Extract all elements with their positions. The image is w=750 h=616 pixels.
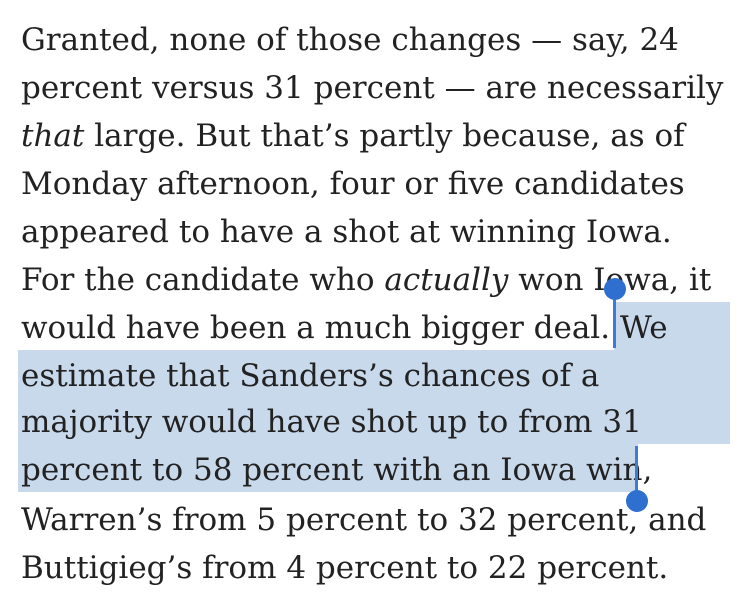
selection-end-handle[interactable] xyxy=(626,490,648,512)
selection-highlight-line-7 xyxy=(614,302,730,350)
paragraph-line: For the candidate who actually won Iowa,… xyxy=(21,262,712,298)
paragraph-line: Buttigieg’s from 4 percent to 22 percent… xyxy=(21,550,669,586)
emphasis-actually: actually xyxy=(384,262,509,298)
selection-start-caret xyxy=(613,290,616,348)
selected-text-start[interactable]: We xyxy=(619,310,668,346)
selection-highlight-line-9 xyxy=(18,398,730,444)
paragraph-line: Granted, none of those changes — say, 24 xyxy=(21,22,679,58)
selection-start-handle[interactable] xyxy=(604,278,626,300)
selected-text-line[interactable]: percent to 58 percent with an Iowa win, xyxy=(21,452,653,488)
paragraph-line: would have been a much bigger deal. We xyxy=(21,310,668,346)
selection-highlight-line-10 xyxy=(18,444,638,492)
selected-text-line[interactable]: estimate that Sanders’s chances of a xyxy=(21,358,600,394)
emphasis-that: that xyxy=(21,118,85,154)
paragraph-line: percent versus 31 percent — are necessar… xyxy=(21,70,724,106)
selected-text-line[interactable]: majority would have shot up to from 31 xyxy=(21,404,642,440)
paragraph-line: that large. But that’s partly because, a… xyxy=(21,118,685,154)
paragraph-line: appeared to have a shot at winning Iowa. xyxy=(21,214,672,250)
selection-highlight-line-8 xyxy=(18,350,730,398)
paragraph-line: Warren’s from 5 percent to 32 percent, a… xyxy=(21,502,707,538)
unselected-comma: , xyxy=(642,452,653,488)
paragraph-line: Monday afternoon, four or five candidate… xyxy=(21,166,685,202)
selection-end-caret xyxy=(635,446,638,500)
